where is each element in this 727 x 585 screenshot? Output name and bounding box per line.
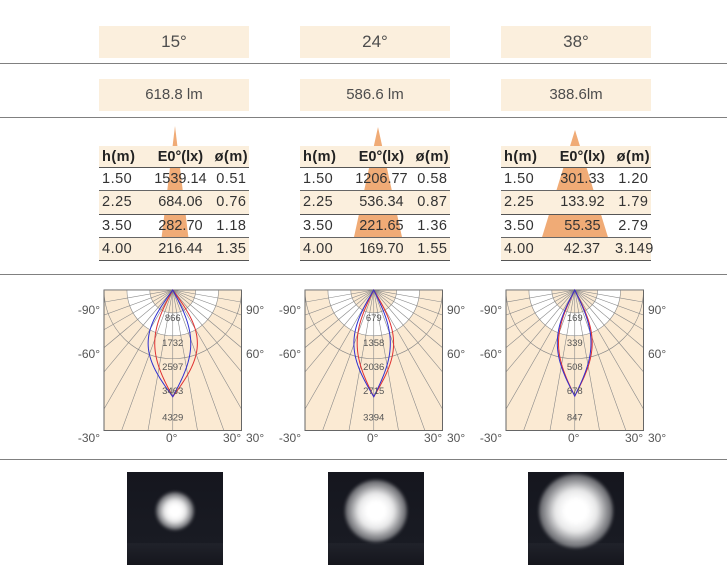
svg-text:679: 679 [366, 313, 382, 324]
svg-text:169: 169 [567, 313, 583, 324]
svg-text:3463: 3463 [162, 386, 183, 397]
svg-text:2036: 2036 [363, 362, 384, 373]
svg-text:678: 678 [567, 386, 583, 397]
svg-text:339: 339 [567, 338, 583, 349]
svg-text:866: 866 [165, 313, 181, 324]
svg-text:3394: 3394 [363, 413, 384, 424]
svg-text:2597: 2597 [162, 362, 183, 373]
svg-text:1732: 1732 [162, 338, 183, 349]
svg-text:847: 847 [567, 413, 583, 424]
svg-text:1358: 1358 [363, 338, 384, 349]
svg-text:508: 508 [567, 362, 583, 373]
svg-text:2715: 2715 [363, 386, 384, 397]
svg-text:4329: 4329 [162, 413, 183, 424]
